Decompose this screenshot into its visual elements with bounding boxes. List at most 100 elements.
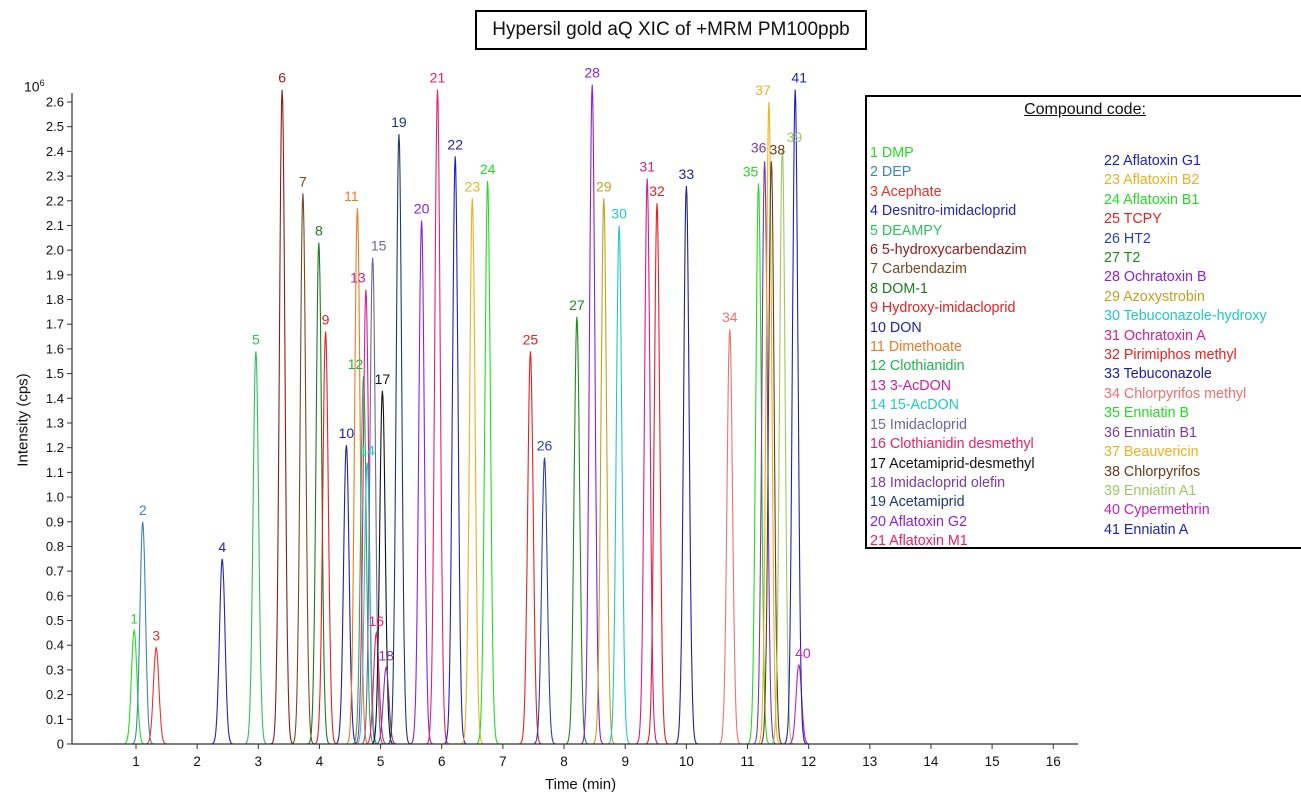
peak-label-12: 12 (348, 356, 364, 372)
chart-title-text: Hypersil gold aQ XIC of +MRM PM100ppb (492, 19, 850, 40)
legend-heading: Compound code: (1024, 101, 1146, 118)
y-tick-label: 1.7 (46, 317, 64, 332)
y-tick-label: 2.3 (46, 169, 64, 184)
y-tick-label: 0.9 (46, 514, 64, 529)
peak-trace-23 (457, 198, 488, 745)
peak-label-28: 28 (584, 65, 600, 81)
y-tick-label: 2.4 (46, 144, 64, 159)
legend-entry: 41 Enniatin A (1104, 521, 1189, 538)
chart-axes: 1 2 3 4 5 6 7 8 9 10 11 12 13 14 15 1600.10.20.30.40.50… (46, 93, 1078, 769)
x-tick-label: 2 (193, 754, 201, 769)
y-axis-multiplier: 106 (24, 78, 45, 95)
legend-entry: 24 Aflatoxin B1 (1104, 191, 1200, 208)
y-tick-label: 0.6 (46, 588, 64, 603)
peak-trace-33 (671, 185, 702, 745)
y-tick-label: 0.3 (46, 662, 64, 677)
legend-entry: 34 Chlorpyrifos methyl (1104, 385, 1247, 402)
x-axis-label: Time (min) (545, 776, 617, 793)
legend-column-1: 1 DMP 2 DEP 3 Acephate 4 Desnitro-imidaclop… (870, 144, 1035, 552)
x-tick-label: 9 (621, 754, 629, 769)
peak-trace-32 (641, 203, 673, 745)
legend-entry: 17 Acetamiprid-desmethyl (870, 455, 1035, 472)
x-tick-label: 5 (377, 754, 385, 769)
legend-entry: 21 Aflatoxin M1 (870, 533, 968, 550)
legend-entry: 2 DEP (870, 164, 912, 181)
peak-label-6: 6 (278, 70, 286, 86)
y-tick-label: 1.8 (46, 292, 64, 307)
peak-trace-34 (714, 329, 746, 745)
legend-entry: 7 Carbendazim (870, 261, 967, 278)
peak-label-5: 5 (252, 331, 260, 347)
legend-entry: 14 15-AcDON (870, 397, 959, 414)
x-tick-label: 12 (801, 754, 816, 769)
peak-label-3: 3 (152, 628, 160, 644)
y-tick-label: 2.1 (46, 218, 64, 233)
legend-entry: 33 Tebuconazole (1104, 366, 1212, 383)
peak-label-39: 39 (787, 129, 803, 145)
compound-legend: Compound code: 1 DMP 2 DEP 3 Acephate 4 Des… (865, 95, 1301, 549)
y-tick-label: 1.0 (46, 490, 64, 505)
legend-entry: 11 Dimethoate (870, 339, 962, 356)
x-tick-label: 8 (560, 754, 568, 769)
legend-entry: 9 Hydroxy-imidacloprid (870, 300, 1016, 317)
legend-entry: 31 Ochratoxin A (1104, 327, 1206, 344)
y-tick-label: 1.6 (46, 341, 64, 356)
x-tick-label: 13 (862, 754, 877, 769)
y-tick-label: 0.4 (46, 638, 64, 653)
legend-entry: 25 TCPY (1104, 211, 1162, 228)
legend-entry: 29 Azoxystrobin (1104, 288, 1205, 305)
peak-label-16: 16 (369, 613, 385, 629)
legend-entry: 23 Aflatoxin B2 (1104, 172, 1200, 189)
peak-label-17: 17 (375, 371, 391, 387)
peak-label-20: 20 (414, 201, 430, 217)
peak-trace-25 (515, 351, 546, 745)
peak-label-7: 7 (299, 173, 307, 189)
legend-entry: 5 DEAMPY (870, 222, 943, 239)
peak-label-41: 41 (791, 70, 807, 86)
peak-label-40: 40 (795, 645, 811, 661)
peak-label-15: 15 (371, 238, 387, 254)
peak-trace-5 (240, 351, 272, 745)
peak-trace-37 (753, 101, 785, 745)
x-tick-label: 6 (438, 754, 446, 769)
peak-trace-4 (206, 558, 238, 745)
peak-label-9: 9 (322, 312, 330, 328)
x-tick-label: 14 (923, 754, 939, 769)
legend-entry: 35 Enniatin B (1104, 405, 1190, 422)
y-tick-label: 2.5 (46, 119, 64, 134)
peak-trace-26 (529, 457, 560, 745)
legend-entry: 38 Chlorpyrifos (1104, 463, 1201, 480)
y-tick-label: 0.7 (46, 564, 64, 579)
peak-labels: 1234567891011121314151617181920212223242… (130, 65, 811, 664)
y-tick-label: 1.5 (46, 366, 64, 381)
legend-entry: 40 Cypermethrin (1104, 502, 1210, 519)
legend-entry: 4 Desnitro-imidacloprid (870, 203, 1017, 220)
peak-trace-41 (779, 89, 811, 745)
peak-label-36: 36 (751, 139, 767, 155)
legend-entry: 28 Ochratoxin B (1104, 269, 1207, 286)
peak-trace-3 (140, 645, 172, 745)
legend-entry: 20 Aflatoxin G2 (870, 513, 967, 530)
legend-entry: 10 DON (870, 319, 922, 336)
peak-label-31: 31 (639, 159, 655, 175)
peak-trace-15 (357, 257, 388, 745)
x-tick-label: 4 (316, 754, 324, 769)
peak-label-37: 37 (755, 82, 771, 98)
peak-trace-28 (576, 84, 608, 745)
legend-entry: 19 Acetamiprid (870, 494, 965, 511)
peak-label-19: 19 (391, 114, 407, 130)
y-tick-label: 0.5 (46, 613, 64, 628)
y-tick-label: 0 (57, 737, 64, 752)
peak-label-38: 38 (770, 141, 786, 157)
peak-label-22: 22 (447, 136, 463, 152)
legend-entry: 13 3-AcDON (870, 377, 952, 394)
peak-label-10: 10 (339, 425, 355, 441)
y-tick-label: 0.8 (46, 539, 64, 554)
peak-label-26: 26 (537, 438, 553, 454)
legend-entry: 30 Tebuconazole-hydroxy (1104, 308, 1267, 325)
peak-label-32: 32 (649, 183, 665, 199)
y-multiplier-exponent: 6 (39, 78, 45, 88)
legend-entry: 32 Pirimiphos methyl (1104, 347, 1237, 364)
legend-entry: 12 Clothianidin (870, 358, 965, 375)
